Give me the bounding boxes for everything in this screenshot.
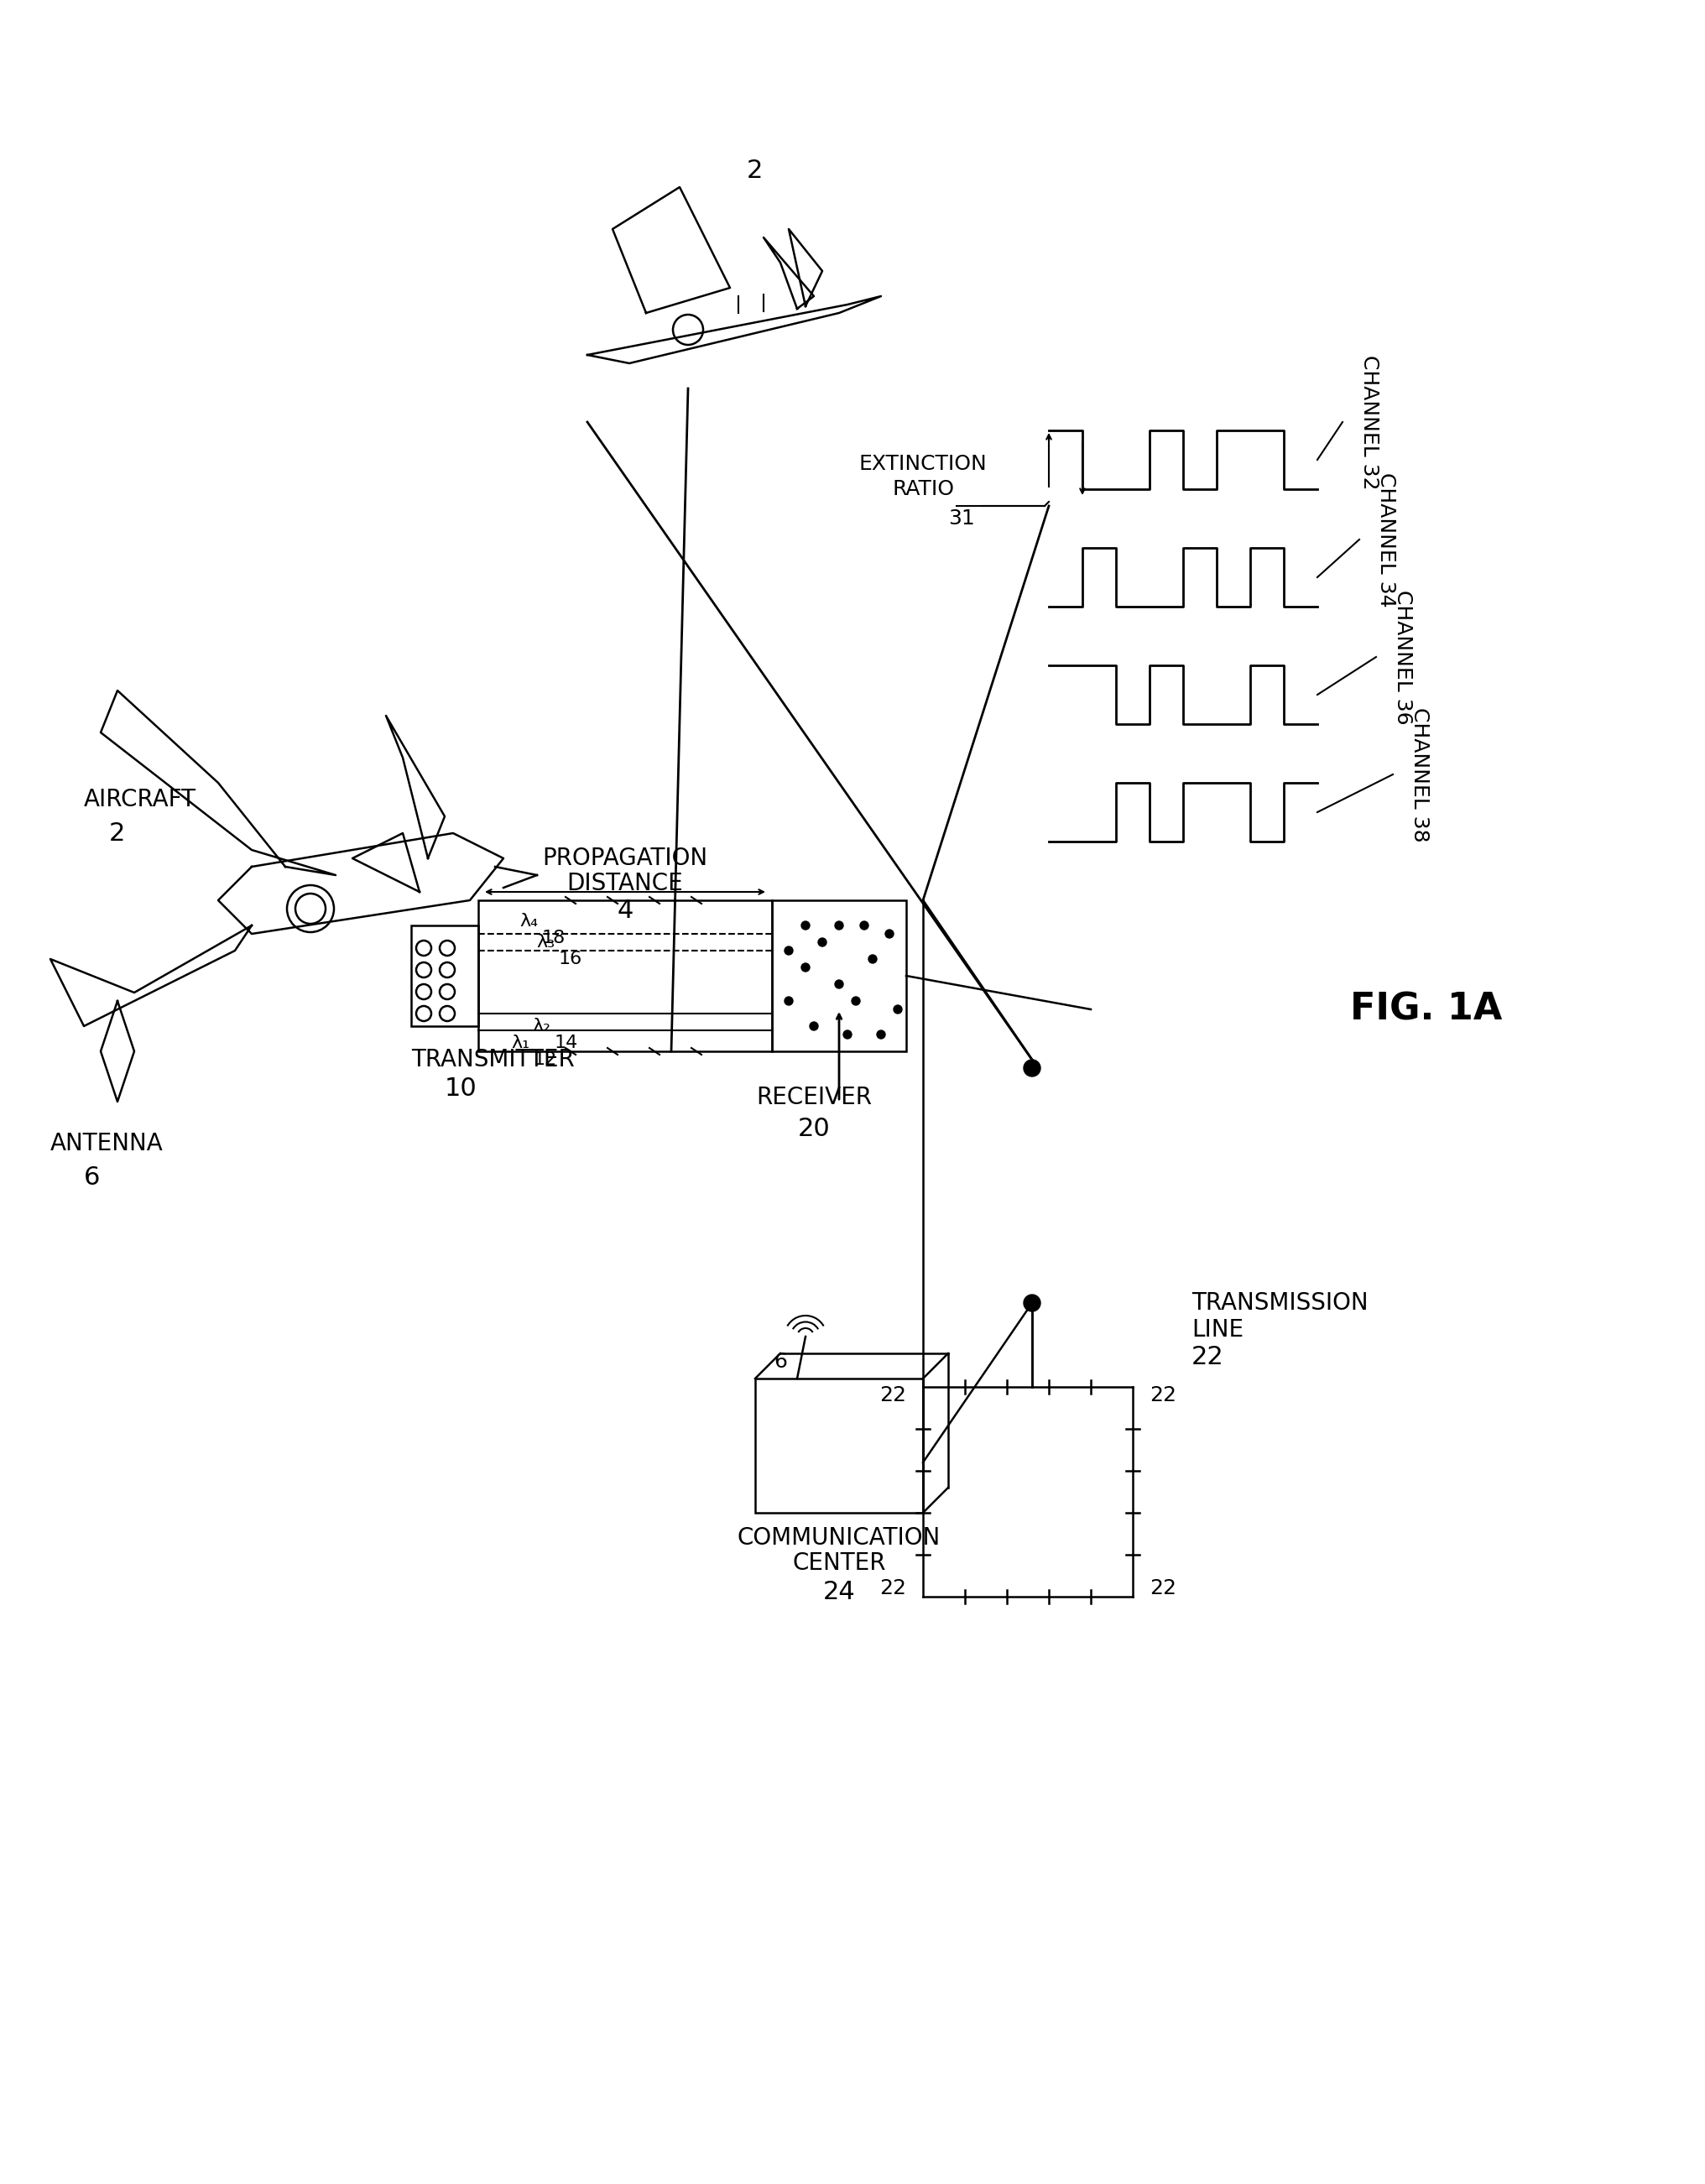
Circle shape [1023, 1059, 1040, 1077]
Text: λ₃: λ₃ [535, 935, 554, 950]
Text: CENTER: CENTER [793, 1551, 887, 1575]
Text: 20: 20 [798, 1116, 830, 1140]
Text: ANTENNA: ANTENNA [51, 1131, 164, 1155]
Text: 4: 4 [617, 898, 633, 922]
Text: 31: 31 [948, 509, 975, 529]
Bar [479, 900, 772, 1051]
Circle shape [784, 946, 793, 954]
Text: 14: 14 [554, 1035, 578, 1051]
Text: TRANSMISSION: TRANSMISSION [1192, 1291, 1367, 1315]
Text: COMMUNICATION: COMMUNICATION [738, 1527, 941, 1551]
Text: EXTINCTION: EXTINCTION [859, 454, 987, 474]
Text: 6: 6 [84, 1164, 101, 1190]
Text: λ₄: λ₄ [520, 913, 537, 930]
Text: CHANNEL 34: CHANNEL 34 [1376, 472, 1396, 607]
Circle shape [818, 939, 827, 946]
Circle shape [893, 1005, 902, 1013]
Text: DISTANCE: DISTANCE [566, 871, 684, 895]
Text: 24: 24 [824, 1581, 856, 1605]
Circle shape [835, 922, 844, 930]
Text: AIRCRAFT: AIRCRAFT [84, 788, 196, 810]
Text: RECEIVER: RECEIVER [755, 1085, 871, 1109]
Text: PROPAGATION: PROPAGATION [542, 847, 708, 869]
Circle shape [844, 1031, 852, 1040]
Text: CHANNEL 36: CHANNEL 36 [1393, 590, 1413, 725]
Text: RATIO: RATIO [892, 478, 955, 500]
Circle shape [784, 996, 793, 1005]
Circle shape [859, 922, 868, 930]
Bar [772, 900, 905, 1051]
Circle shape [801, 963, 810, 972]
Text: 22: 22 [880, 1385, 905, 1404]
Bar [755, 1378, 922, 1514]
Text: LINE: LINE [1192, 1319, 1243, 1341]
Circle shape [801, 922, 810, 930]
Circle shape [835, 981, 844, 989]
Text: 22: 22 [1192, 1345, 1224, 1369]
Text: 2: 2 [109, 821, 126, 845]
Circle shape [852, 996, 859, 1005]
Text: 22: 22 [880, 1579, 905, 1599]
Text: 22: 22 [1149, 1385, 1176, 1404]
Text: TRANSMITTER: TRANSMITTER [411, 1048, 575, 1072]
Circle shape [868, 954, 876, 963]
Text: CHANNEL 32: CHANNEL 32 [1359, 354, 1379, 489]
Circle shape [1023, 1295, 1040, 1310]
Text: 22: 22 [1149, 1579, 1176, 1599]
Text: 6: 6 [774, 1352, 788, 1372]
Text: λ₁: λ₁ [512, 1035, 530, 1051]
Text: 2: 2 [747, 157, 764, 183]
Text: FIG. 1A: FIG. 1A [1350, 992, 1502, 1026]
Circle shape [810, 1022, 818, 1031]
Text: λ₂: λ₂ [532, 1018, 551, 1035]
Circle shape [876, 1031, 885, 1040]
Text: 10: 10 [445, 1077, 477, 1101]
Bar [411, 926, 479, 1026]
Circle shape [885, 930, 893, 939]
Text: CHANNEL 38: CHANNEL 38 [1410, 708, 1430, 841]
Text: 16: 16 [559, 950, 583, 968]
Text: 18: 18 [542, 930, 566, 946]
Text: 12: 12 [534, 1051, 558, 1068]
